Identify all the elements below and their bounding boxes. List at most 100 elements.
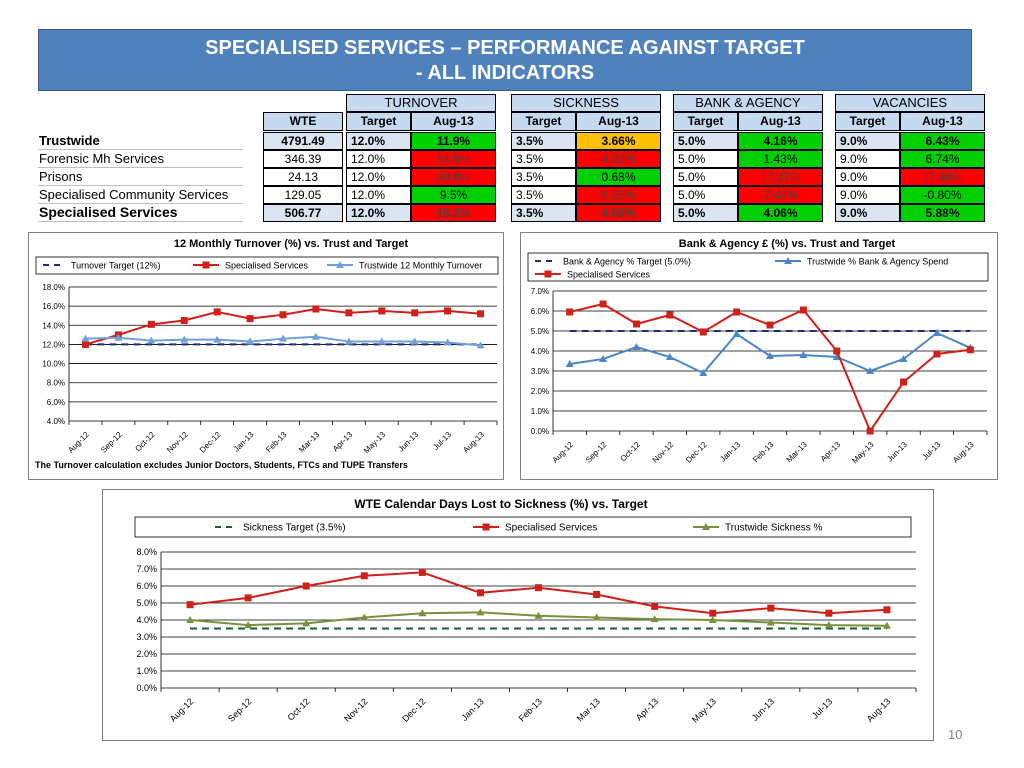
data-point (825, 609, 833, 617)
month-header: Aug-13 (900, 112, 985, 131)
target-value: 12.0% (346, 150, 411, 168)
data-point (345, 309, 353, 317)
actual-value-vacancies: -0.80% (900, 186, 985, 204)
data-point (411, 309, 419, 317)
legend-label: Specialised Services (567, 270, 651, 280)
x-tick-label: Dec-12 (400, 696, 428, 724)
data-point (824, 621, 833, 629)
page-title-line1: SPECIALISED SERVICES – PERFORMANCE AGAIN… (205, 37, 805, 59)
chart-footnote: The Turnover calculation excludes Junior… (35, 460, 408, 470)
data-point (476, 589, 484, 597)
wte-value: 4791.49 (263, 132, 343, 150)
actual-value-turnover: 40.8% (411, 168, 496, 186)
data-point (708, 616, 717, 623)
target-header: Target (511, 112, 576, 131)
data-point (476, 341, 485, 349)
chart-svg: Bank & Agency £ (%) vs. Trust and Target… (527, 238, 989, 465)
data-point (932, 329, 941, 336)
legend-marker (544, 270, 552, 278)
x-tick-label: Dec-12 (684, 440, 709, 465)
actual-value-sickness: 4.58% (576, 204, 661, 222)
legend-marker (336, 261, 344, 268)
data-point (866, 427, 874, 435)
target-value: 3.5% (511, 168, 576, 186)
row-label: Forensic Mh Services (38, 150, 243, 168)
y-tick-label: 8.0% (136, 547, 157, 557)
wte-value: 346.39 (263, 150, 343, 168)
actual-value-sickness: 0.68% (576, 168, 661, 186)
actual-value-turnover: 9.5% (411, 186, 496, 204)
series-specialised-services (81, 305, 485, 348)
x-tick-label: Feb-13 (264, 430, 289, 455)
group-header-bank: BANK & AGENCY (673, 94, 823, 112)
target-value: 3.5% (511, 150, 576, 168)
x-tick-label: Nov-12 (342, 696, 370, 724)
x-tick-label: Sep-12 (226, 696, 254, 724)
data-point (650, 615, 659, 623)
data-point (566, 308, 574, 316)
data-point (180, 317, 188, 324)
data-point (279, 311, 287, 319)
data-point (81, 340, 89, 348)
data-point (477, 310, 485, 318)
x-tick-label: Sep-12 (99, 430, 124, 455)
actual-value-vacancies: 6.74% (900, 150, 985, 168)
target-value: 12.0% (346, 186, 411, 204)
data-point (418, 568, 426, 576)
x-tick-label: Aug-12 (168, 696, 196, 724)
data-point (444, 307, 452, 315)
legend-label: Trustwide 12 Monthly Turnover (359, 261, 482, 271)
x-tick-label: May-13 (362, 430, 388, 456)
target-value: 5.0% (673, 150, 738, 168)
data-point (360, 572, 368, 580)
x-tick-label: Jan-13 (718, 440, 742, 464)
data-point (534, 611, 543, 619)
x-tick-label: Mar-13 (575, 696, 602, 723)
x-tick-label: Jan-13 (232, 430, 256, 454)
x-tick-label: Aug-12 (66, 430, 91, 455)
target-value: 5.0% (673, 186, 738, 204)
y-tick-label: 2.0% (136, 649, 157, 659)
chart-svg: 12 Monthly Turnover (%) vs. Trust and Ta… (35, 238, 499, 470)
chart-title: WTE Calendar Days Lost to Sickness (%) v… (354, 497, 647, 511)
page-title-line2: - ALL INDICATORS (415, 62, 595, 84)
wte-value: 129.05 (263, 186, 343, 204)
x-tick-label: Oct-12 (619, 440, 643, 464)
data-point (883, 606, 891, 614)
x-tick-label: Nov-12 (165, 430, 190, 455)
title-banner: SPECIALISED SERVICES – PERFORMANCE AGAIN… (38, 29, 972, 91)
target-value: 3.5% (511, 186, 576, 204)
month-header: Aug-13 (411, 112, 496, 131)
data-point (279, 334, 287, 342)
target-value: 5.0% (673, 132, 738, 150)
group-header-vacancies: VACANCIES (835, 94, 985, 112)
y-tick-label: 5.0% (531, 327, 549, 336)
legend-label: Sickness Target (3.5%) (243, 523, 346, 534)
target-value: 3.5% (511, 132, 576, 150)
data-point (866, 367, 875, 374)
data-point (766, 352, 774, 359)
actual-value-bank: 1.43% (738, 150, 823, 168)
legend-box (134, 516, 912, 538)
data-point (246, 337, 255, 345)
legend-label: Trustwide % Bank & Agency Spend (807, 257, 948, 267)
data-point (213, 335, 222, 343)
data-point (246, 315, 254, 323)
target-header: Target (673, 112, 738, 131)
y-tick-label: 2.0% (531, 387, 549, 396)
data-point (418, 609, 427, 617)
data-point (565, 360, 574, 367)
legend-item: Bank & Agency % Target (5.0%) (535, 257, 691, 267)
x-tick-label: Oct-12 (285, 696, 311, 722)
data-point (81, 334, 90, 342)
legend-marker (784, 257, 792, 264)
actual-value-bank: 4.16% (738, 132, 823, 150)
target-value: 9.0% (835, 150, 900, 168)
legend-box (527, 252, 989, 282)
x-tick-label: Jun-13 (396, 430, 420, 454)
target-header: Target (346, 112, 411, 131)
y-tick-label: 6.0% (47, 398, 65, 407)
data-point (766, 618, 775, 626)
x-tick-label: Feb-13 (517, 696, 544, 723)
target-value: 12.0% (346, 132, 411, 150)
